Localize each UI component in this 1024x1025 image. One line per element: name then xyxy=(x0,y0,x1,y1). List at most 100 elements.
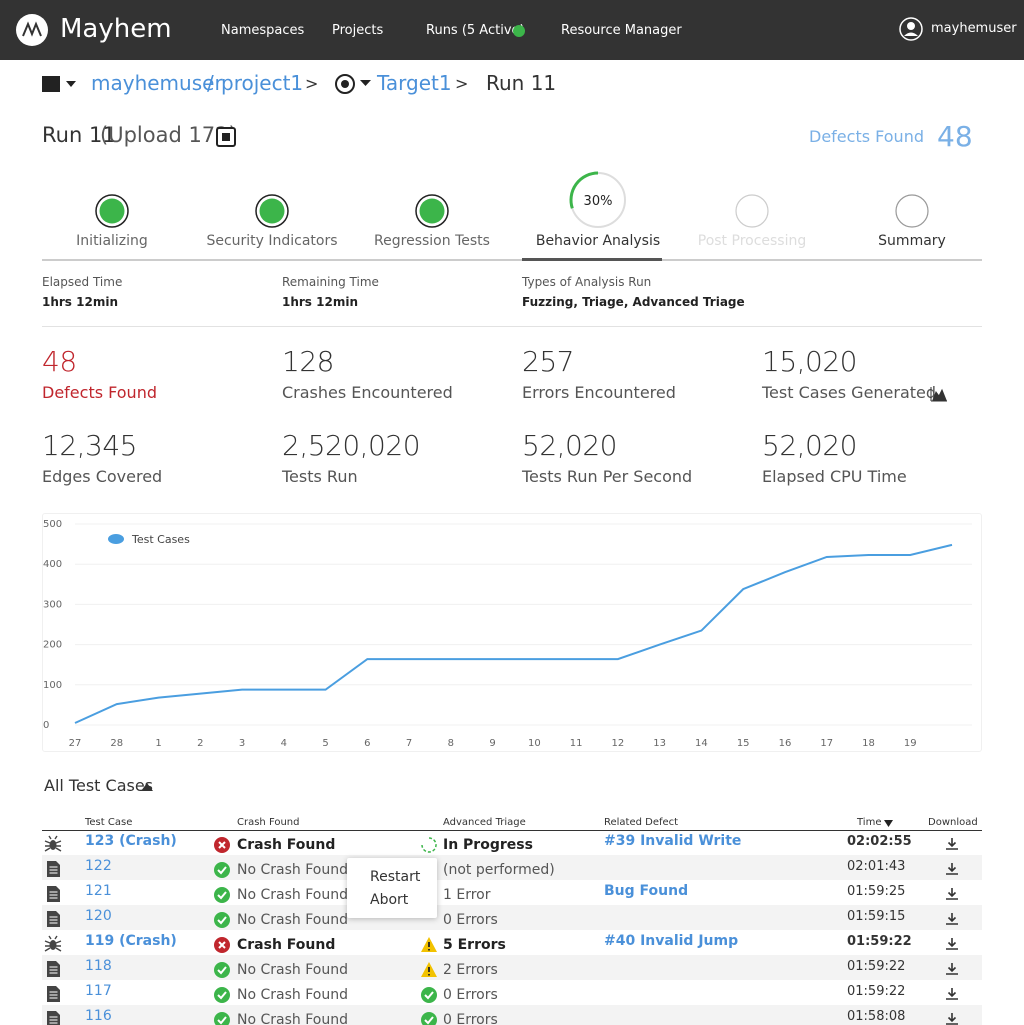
info-rule xyxy=(42,326,982,327)
y-tick-label: 300 xyxy=(43,599,62,610)
crumb-project[interactable]: project1 xyxy=(221,73,303,93)
legend-swatch xyxy=(108,534,124,544)
sort-caret xyxy=(141,782,153,791)
stat-value: 52,020 xyxy=(762,432,857,460)
series-line xyxy=(75,545,952,723)
ok-circle xyxy=(421,987,437,1003)
step-fill xyxy=(100,199,125,224)
x-tick-label: 27 xyxy=(69,738,82,749)
step-label[interactable]: Post Processing xyxy=(672,234,832,248)
crash-status: No Crash Found xyxy=(237,888,348,902)
crumb-target[interactable]: Target1 xyxy=(377,73,452,93)
time-caret xyxy=(884,820,893,827)
x-tick-label: 8 xyxy=(448,738,454,749)
steps-rule xyxy=(42,259,982,261)
test-case-link[interactable]: 116 xyxy=(85,1009,112,1023)
info-label: Elapsed Time xyxy=(42,276,122,288)
ok-circle xyxy=(214,912,230,928)
defect-link[interactable]: #40 Invalid Jump xyxy=(604,934,738,948)
column-header: Test Case xyxy=(85,818,132,828)
logo-circle xyxy=(16,14,48,46)
column-header: Crash Found xyxy=(237,818,300,828)
ok-icon xyxy=(214,912,230,928)
test-case-link[interactable]: 119 (Crash) xyxy=(85,934,177,948)
step-icon xyxy=(242,171,302,231)
x-tick-label: 7 xyxy=(406,738,412,749)
x-tick-label: 14 xyxy=(695,738,708,749)
caret xyxy=(360,80,371,86)
nav-link[interactable]: Namespaces xyxy=(221,24,304,37)
dl-icon xyxy=(944,986,960,1002)
user-icon xyxy=(899,17,923,41)
brand: Mayhem xyxy=(60,16,172,42)
step-label[interactable]: Summary xyxy=(832,234,992,248)
download-glyph xyxy=(946,938,958,949)
defect-link[interactable]: #39 Invalid Write xyxy=(604,834,741,848)
step-fill xyxy=(420,199,445,224)
triage-status: 0 Errors xyxy=(443,913,498,927)
doc xyxy=(47,886,60,902)
triage-status: (not performed) xyxy=(443,863,555,877)
info-value: Fuzzing, Triage, Advanced Triage xyxy=(522,296,745,308)
logo-icon xyxy=(16,14,48,46)
step-label[interactable]: Initializing xyxy=(32,234,192,248)
time: 01:59:22 xyxy=(847,985,905,998)
test-case-link[interactable]: 121 xyxy=(85,884,112,898)
user-name[interactable]: mayhemuser xyxy=(931,22,1017,35)
ok-icon xyxy=(421,987,437,1003)
test-case-link[interactable]: 118 xyxy=(85,959,112,973)
ok-icon xyxy=(214,987,230,1003)
stat-label: Tests Run xyxy=(282,469,358,485)
download-glyph xyxy=(946,1013,958,1024)
step-icon xyxy=(402,171,462,231)
dl-icon xyxy=(944,961,960,977)
test-case-link[interactable]: 120 xyxy=(85,909,112,923)
crash-status: No Crash Found xyxy=(237,1013,348,1025)
ok-icon xyxy=(214,887,230,903)
defects-label: Defects Found xyxy=(809,129,924,145)
y-tick-label: 0 xyxy=(43,720,49,731)
x-tick-label: 2 xyxy=(197,738,203,749)
step-underline xyxy=(522,258,662,261)
bug-body xyxy=(50,840,57,850)
x-tick-label: 28 xyxy=(110,738,123,749)
menu-item[interactable]: Restart xyxy=(370,870,420,884)
nav-link[interactable]: Runs (5 Active) xyxy=(426,24,525,37)
ok-icon xyxy=(214,1012,230,1025)
graph-icon xyxy=(931,387,947,401)
doc-icon xyxy=(45,911,61,927)
defect-link[interactable]: Bug Found xyxy=(604,884,688,898)
crumb-owner[interactable]: mayhemuser xyxy=(91,73,223,93)
column-header[interactable]: Time xyxy=(857,818,881,828)
test-case-link[interactable]: 123 (Crash) xyxy=(85,834,177,848)
graph-glyph xyxy=(931,387,947,401)
step-label[interactable]: Regression Tests xyxy=(352,234,512,248)
download-glyph xyxy=(946,988,958,999)
dl-icon xyxy=(944,1011,960,1025)
crash-status: No Crash Found xyxy=(237,863,348,877)
x-tick-label: 1 xyxy=(155,738,161,749)
x-tick-label: 10 xyxy=(528,738,541,749)
box xyxy=(42,76,60,92)
test-case-link[interactable]: 122 xyxy=(85,859,112,873)
stat-label: Elapsed CPU Time xyxy=(762,469,907,485)
step-label[interactable]: Security Indicators xyxy=(192,234,352,248)
dl-icon xyxy=(944,936,960,952)
step-label[interactable]: Behavior Analysis xyxy=(518,234,678,248)
legend-label: Test Cases xyxy=(131,533,190,546)
menu-item[interactable]: Abort xyxy=(370,893,408,907)
x-tick-label: 15 xyxy=(737,738,750,749)
download-glyph xyxy=(946,888,958,899)
y-tick-label: 400 xyxy=(43,559,62,570)
info-value: 1hrs 12min xyxy=(282,296,358,308)
time: 02:01:43 xyxy=(847,860,905,873)
chart: 0100200300400500272812345678910111213141… xyxy=(42,513,982,752)
step-icon xyxy=(882,171,942,231)
active-dot xyxy=(513,25,525,37)
ok-circle xyxy=(214,987,230,1003)
test-case-link[interactable]: 117 xyxy=(85,984,112,998)
stat-value: 12,345 xyxy=(42,432,137,460)
doc-icon xyxy=(45,861,61,877)
nav-link[interactable]: Resource Manager xyxy=(561,24,682,37)
nav-link[interactable]: Projects xyxy=(332,24,383,37)
